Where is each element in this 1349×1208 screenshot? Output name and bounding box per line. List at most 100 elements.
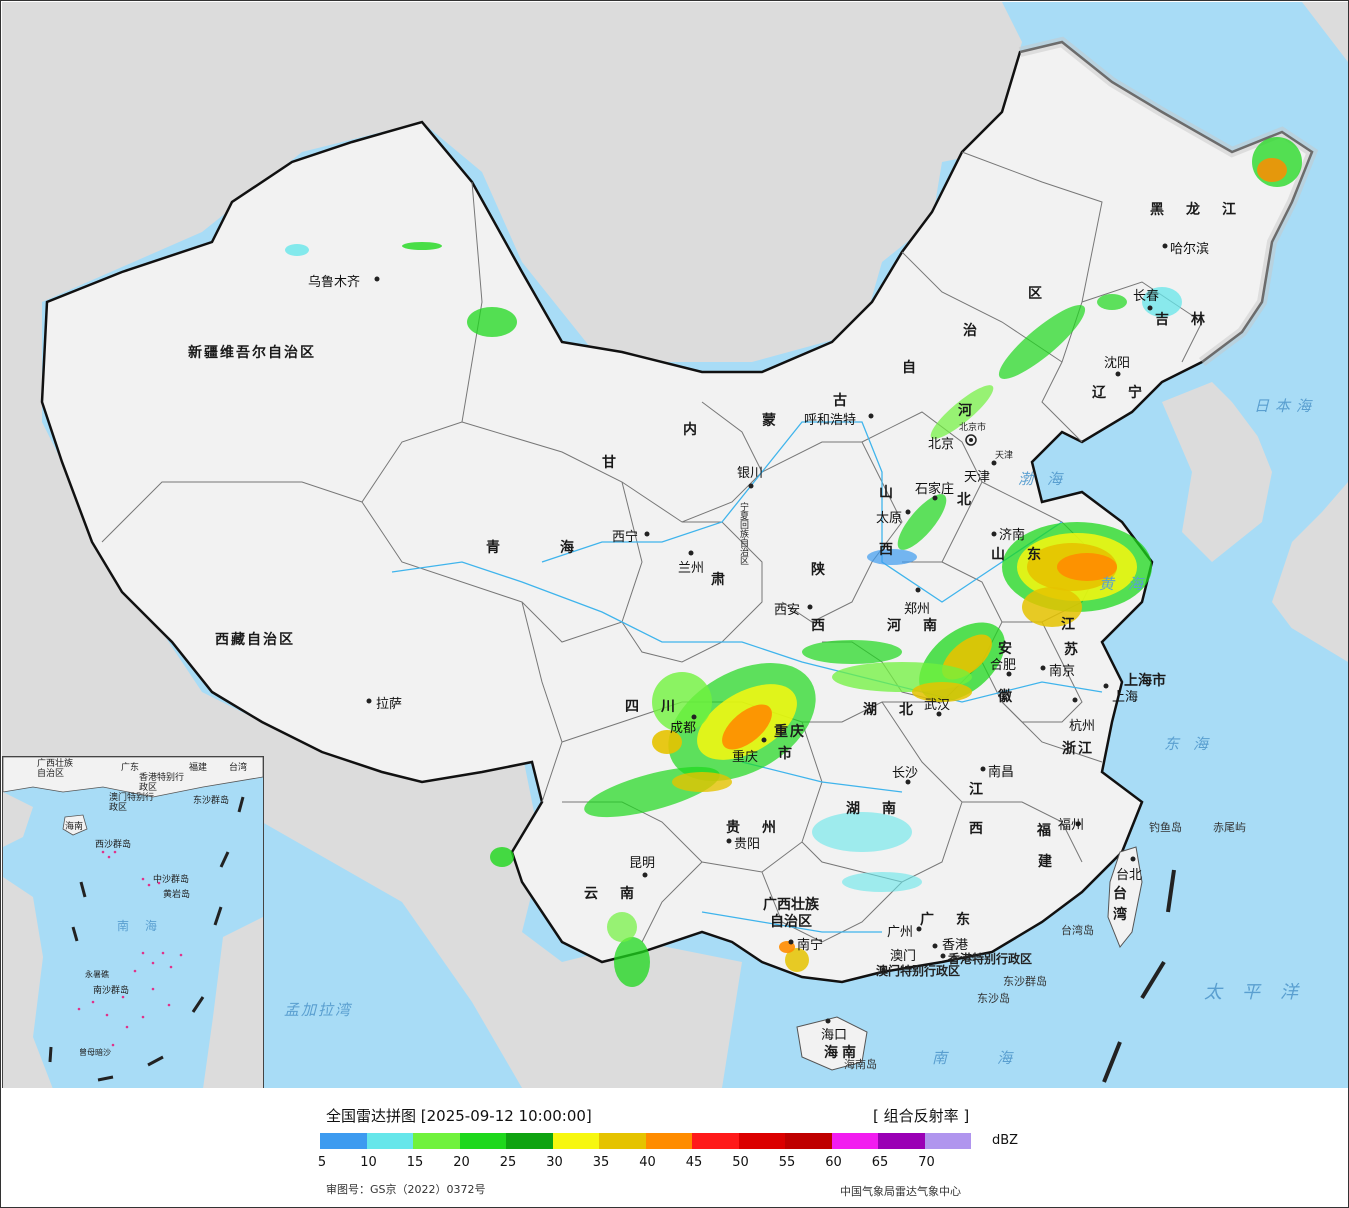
label-fujian-2: 建 — [1038, 854, 1054, 870]
label-henan: 河南 — [887, 618, 959, 634]
inset-yongshu: 永暑礁 — [85, 970, 109, 979]
label-jiangsu-2: 苏 — [1064, 642, 1080, 658]
label-shanxi-1: 山 — [879, 485, 895, 501]
label-heilongjiang: 黑龙江 — [1150, 202, 1258, 218]
city-chongqing: 重庆 — [732, 750, 759, 765]
island-dongsha-dao: 东沙岛 — [977, 992, 1010, 1005]
color-bar-cell — [645, 1133, 692, 1149]
label-sichuan: 四川 — [625, 699, 697, 715]
city-dots — [366, 243, 1168, 1024]
sea-east — [722, 562, 1348, 1088]
sea-bengal: 孟加拉湾 — [284, 1001, 353, 1019]
south-china-sea-inset: 广西壮族自治区 广东 福建 台湾 香港特别行政区 澳门特别行政区 东沙群岛 海南… — [2, 756, 264, 1088]
sea-yellow: 黄海 — [1099, 575, 1158, 593]
inset-zengmu: 曾母暗沙 — [79, 1048, 111, 1057]
color-bar-cell — [506, 1133, 553, 1149]
label-chongqing-1: 重庆 — [774, 724, 806, 740]
inset-guangdong: 广东 — [121, 763, 140, 773]
color-bar-cell — [413, 1133, 460, 1149]
rivers — [391, 421, 1103, 933]
city-xining: 西宁 — [612, 530, 639, 545]
radar-echoes — [285, 137, 1302, 987]
sea-bohai: 渤海 — [1018, 470, 1077, 488]
city-shijiazhuang: 石家庄 — [915, 482, 955, 497]
label-neimenggu-2: 蒙 — [762, 413, 778, 429]
city-fuzhou: 福州 — [1058, 818, 1085, 833]
city-hefei: 合肥 — [990, 658, 1017, 673]
label-taiwan-1: 台 — [1113, 886, 1129, 902]
inset-hongkong: 香港特别行政区 — [139, 773, 185, 793]
label-guangxi-2: 自治区 — [770, 914, 812, 930]
label-shanxi-2: 西 — [879, 542, 895, 558]
label-anhui-1: 安 — [998, 641, 1014, 657]
city-hangzhou: 杭州 — [1069, 719, 1096, 734]
korea-land — [1162, 382, 1272, 562]
label-neimenggu-6: 区 — [1028, 286, 1044, 302]
legend-panel: 全国雷达拼图 [2025-09-12 10:00:00] [ 组合反射率 ] d… — [1, 1089, 1348, 1207]
color-bar-tick: 70 — [918, 1155, 935, 1170]
city-guiyang: 贵阳 — [734, 837, 761, 852]
color-bar-cell — [552, 1133, 599, 1149]
label-shaanxi-2: 西 — [811, 618, 827, 634]
hainan-island — [796, 1016, 868, 1071]
label-qinghai-2: 海 — [560, 540, 576, 556]
city-guangzhou: 广州 — [887, 925, 914, 940]
city-taiyuan: 太原 — [876, 511, 903, 526]
label-anhui-2: 徽 — [998, 689, 1014, 705]
color-bar-cell — [738, 1133, 785, 1149]
city-hongkong: 香港 — [942, 938, 969, 953]
city-shenyang: 沈阳 — [1104, 356, 1131, 371]
sea-south: 南海 — [932, 1049, 1063, 1067]
label-liaoning: 辽宁 — [1092, 385, 1164, 401]
city-lhasa: 拉萨 — [376, 697, 403, 712]
sea-japan: 日本海 — [1254, 397, 1318, 415]
label-gansu-2: 肃 — [711, 572, 727, 588]
city-urumqi: 乌鲁木齐 — [308, 275, 361, 290]
island-dongsha-qundao: 东沙群岛 — [1003, 975, 1047, 988]
color-bar-cell — [320, 1133, 367, 1149]
city-xian: 西安 — [774, 603, 801, 618]
label-fujian-1: 福 — [1037, 823, 1053, 839]
sea-japan — [1202, 322, 1348, 502]
japan-land — [1272, 482, 1348, 662]
city-zhengzhou: 郑州 — [904, 602, 931, 617]
color-bar-tick: 35 — [592, 1155, 610, 1170]
color-bar-tick: 50 — [732, 1155, 749, 1170]
inset-xisha: 西沙群岛 — [95, 840, 132, 850]
sea-pacific: 太平洋 — [1204, 982, 1318, 1003]
color-bar-tick: 60 — [825, 1155, 842, 1170]
color-bar-tick: 15 — [406, 1155, 424, 1170]
city-yinchuan: 银川 — [737, 466, 764, 481]
label-shaanxi-1: 陕 — [811, 562, 827, 578]
label-chongqing-2: 市 — [778, 746, 794, 762]
color-bar-cell — [459, 1133, 506, 1149]
color-bar-cell — [785, 1133, 832, 1149]
color-bar-ticks: 5 10 15 20 25 30 35 40 45 50 55 60 65 70 — [318, 1155, 1020, 1173]
legend-product: [ 组合反射率 ] — [873, 1107, 970, 1125]
label-neimenggu-5: 治 — [963, 323, 979, 339]
color-bar-cell — [599, 1133, 646, 1149]
legend-unit: dBZ — [992, 1133, 1019, 1148]
label-shandong: 山东 — [991, 547, 1063, 563]
label-yunnan: 云南 — [584, 886, 656, 902]
color-bar-tick: 55 — [778, 1155, 796, 1170]
label-jiangsu-1: 江 — [1061, 617, 1077, 633]
label-hebei-1: 河 — [958, 403, 974, 419]
china-radar-map: 新疆维吾尔自治区 西藏自治区 青 海 甘 肃 内 蒙 古 自 治 区 黑龙江 吉… — [2, 2, 1348, 1088]
city-nanchang: 南昌 — [988, 765, 1015, 780]
city-kunming: 昆明 — [629, 856, 656, 871]
city-haikou: 海口 — [821, 1028, 848, 1043]
label-hongkong-region: 香港特别行政区 — [948, 952, 1033, 966]
color-bar-tick: 30 — [546, 1155, 563, 1170]
city-macau: 澳门 — [890, 949, 917, 964]
map-approval-number: 审图号：GS京（2022）0372号 — [326, 1183, 486, 1196]
label-hainan: 海南 — [824, 1045, 860, 1061]
color-bar — [320, 1133, 971, 1149]
boundary-marks — [1102, 869, 1176, 1083]
color-bar-tick: 20 — [453, 1155, 470, 1170]
label-ningxia: 宁夏回族自治区 — [738, 502, 748, 565]
label-neimenggu-4: 自 — [902, 360, 918, 376]
label-hunan: 湖南 — [846, 801, 918, 817]
city-taipei: 台北 — [1116, 868, 1143, 883]
